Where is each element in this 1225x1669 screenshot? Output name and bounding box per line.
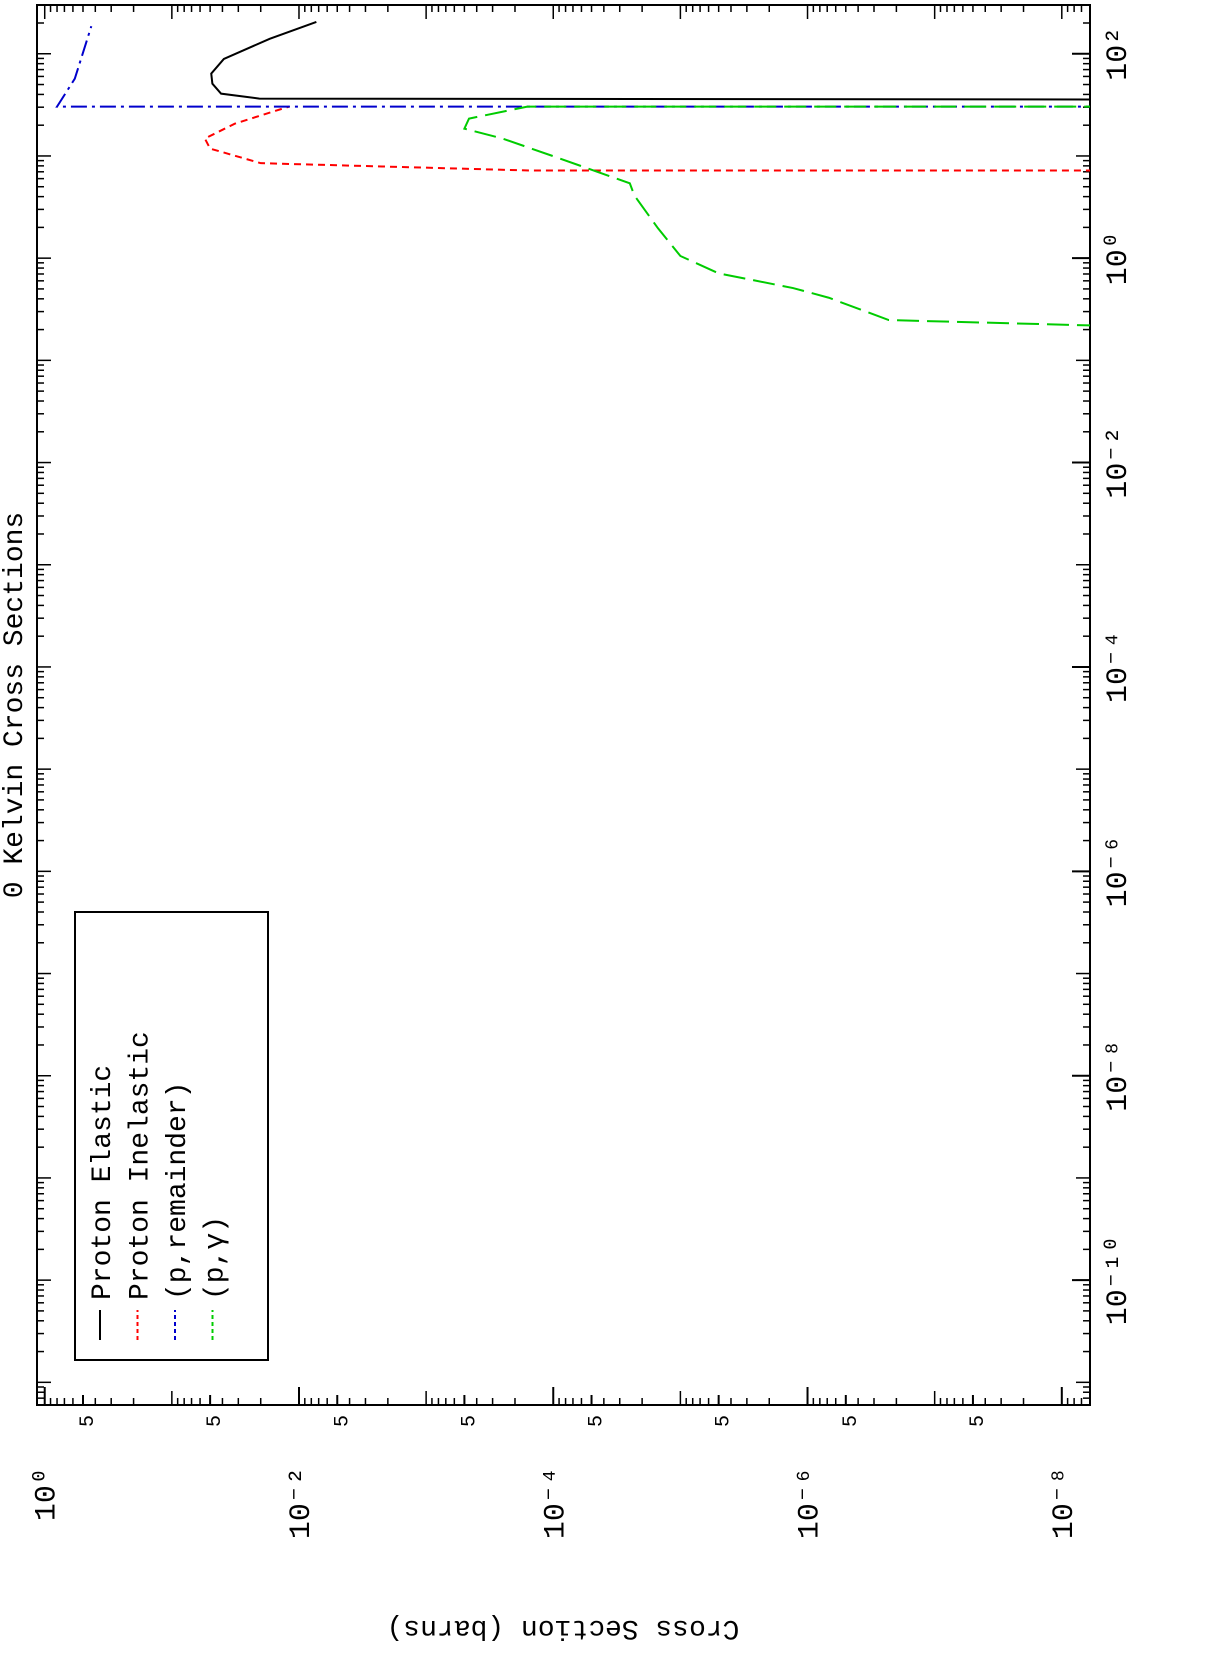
series-line xyxy=(203,105,1090,172)
y-tick-label: 5 xyxy=(331,1415,354,1427)
plot-frame xyxy=(36,4,1091,1406)
x-tick-label: 10⁻² xyxy=(1102,427,1136,499)
y-tick-label: 5 xyxy=(204,1415,227,1427)
y-tick-label: 5 xyxy=(458,1415,481,1427)
legend-label: (p,remainder) xyxy=(163,1082,194,1300)
legend-label: Proton Elastic xyxy=(88,1065,119,1300)
y-tick-label: 10⁻⁴ xyxy=(539,1467,573,1539)
y-tick-label: 5 xyxy=(713,1415,736,1427)
x-tick-label: 10⁻¹⁰ xyxy=(1102,1235,1136,1325)
x-tick-label: 10⁻⁸ xyxy=(1102,1040,1136,1112)
y-tick-label: 5 xyxy=(840,1415,863,1427)
series-line xyxy=(210,20,1090,101)
y-tick-label: 5 xyxy=(586,1415,609,1427)
plot-area xyxy=(55,20,1090,330)
y-axis-label: Cross Section (barns) xyxy=(387,1612,740,1643)
y-tick-label: 10⁻² xyxy=(285,1467,319,1539)
y-tick-label: 10⁰ xyxy=(31,1467,65,1521)
x-tick-label: 10² xyxy=(1102,27,1136,81)
y-tick-label: 5 xyxy=(967,1415,990,1427)
y-tick-label: 5 xyxy=(77,1415,100,1427)
rotated-chart: 0 Kelvin Cross Sections Cross Section (b… xyxy=(0,4,1136,1643)
x-tick-label: 10⁻⁶ xyxy=(1102,835,1136,907)
legend-box xyxy=(74,911,269,1361)
y-tick-label: 10⁻⁸ xyxy=(1048,1467,1082,1539)
x-tick-label: 10⁰ xyxy=(1102,231,1136,285)
chart-title: 0 Kelvin Cross Sections xyxy=(0,512,31,898)
x-tick-label: 10⁻⁴ xyxy=(1102,631,1136,703)
legend-label: Proton Inelastic xyxy=(126,1031,157,1300)
legend-label: (p,γ) xyxy=(201,1216,232,1300)
y-tick-label: 10⁻⁶ xyxy=(794,1467,828,1539)
series-line xyxy=(462,105,1090,330)
